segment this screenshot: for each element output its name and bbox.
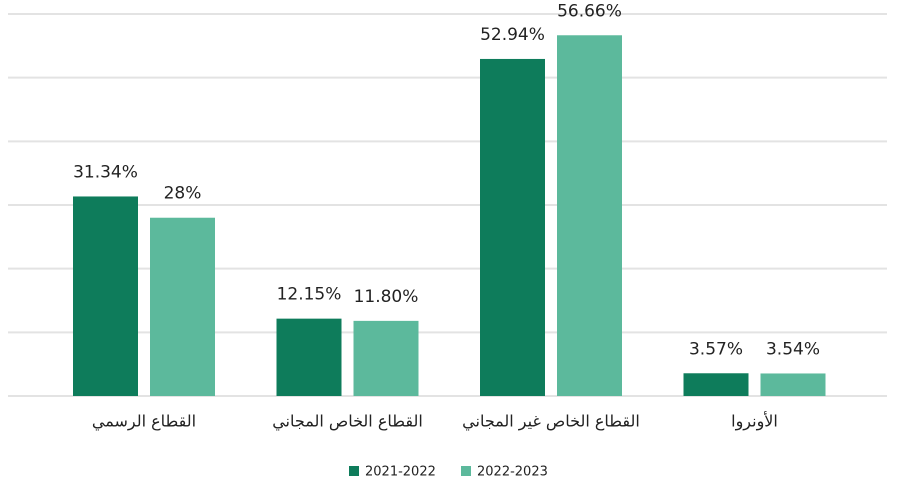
value-label: 56.66%: [557, 1, 622, 21]
bar: [760, 373, 826, 396]
legend-swatch: [349, 466, 359, 476]
bar: [73, 196, 138, 396]
bar: [276, 318, 342, 396]
x-tick-label: القطاع الرسمي: [92, 412, 196, 432]
value-label: 31.34%: [73, 162, 138, 182]
x-tick-label: الأونروا: [731, 411, 778, 432]
legend-swatch: [461, 466, 471, 476]
value-label: 3.54%: [766, 339, 820, 359]
bar: [480, 58, 545, 396]
value-label: 12.15%: [277, 285, 342, 305]
bar: [353, 320, 419, 396]
legend-label: 2021-2022: [365, 465, 436, 480]
x-tick-label: القطاع الخاص غير المجاني: [462, 412, 640, 432]
value-label: 3.57%: [689, 339, 743, 359]
bar: [557, 35, 622, 396]
bar: [150, 217, 215, 396]
legend-label: 2022-2023: [477, 465, 548, 480]
value-label: 28%: [164, 184, 202, 204]
value-label: 52.94%: [480, 25, 545, 45]
x-tick-label: القطاع الخاص المجاني: [272, 412, 423, 432]
bar: [683, 373, 749, 396]
value-label: 11.80%: [354, 287, 419, 307]
